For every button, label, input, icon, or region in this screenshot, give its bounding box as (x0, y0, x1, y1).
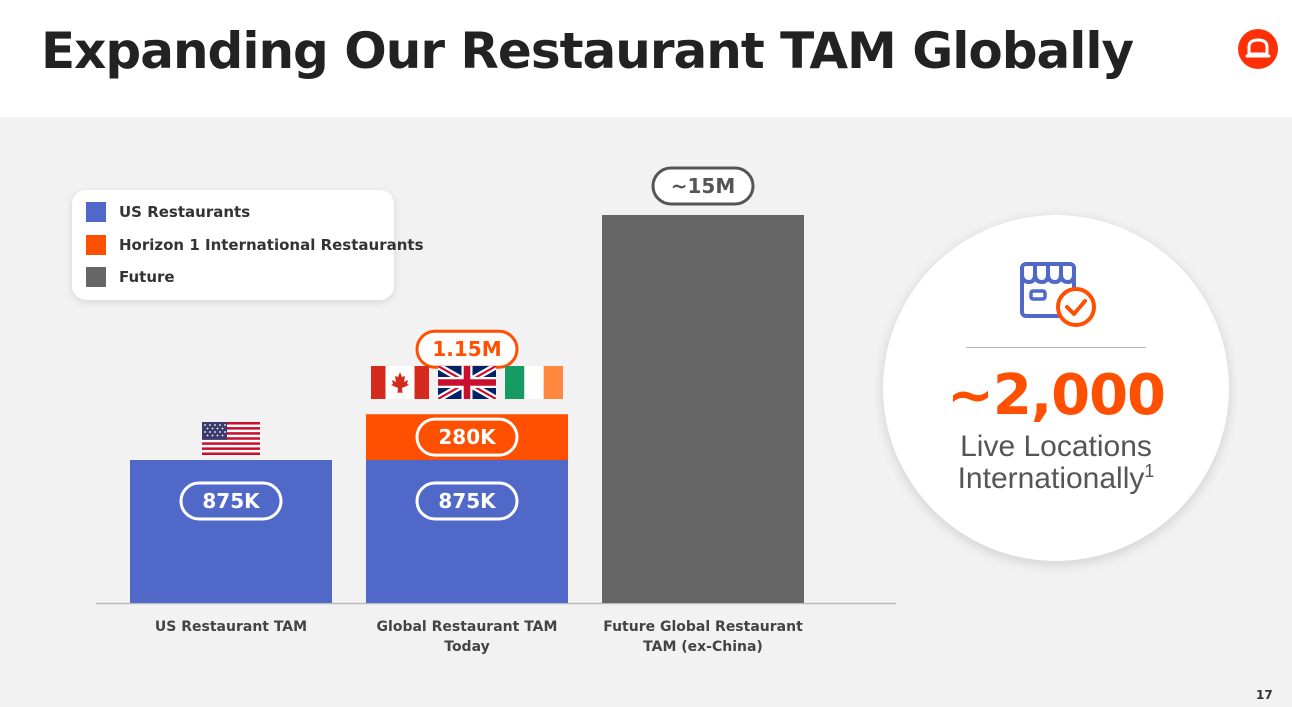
chart-legend: US Restaurants Horizon 1 International R… (72, 190, 424, 300)
category-label-1-line-0: Global Restaurant TAM (377, 619, 558, 635)
stat-line-1: Live Locations (960, 430, 1152, 463)
legend-label-us: US Restaurants (119, 203, 251, 221)
stat-line-2-text: Internationally (957, 462, 1145, 495)
total-label-2-label: ~15M (671, 174, 736, 198)
category-label-2-line-1: TAM (ex-China) (643, 639, 763, 655)
category-label-2-line-0: Future Global Restaurant (603, 619, 803, 635)
data-label-0-0-pill (179, 481, 283, 521)
legend-label-horizon: Horizon 1 International Restaurants (119, 236, 424, 254)
bar-2-series-2 (602, 215, 804, 603)
data-label-1-1-label: 280K (438, 425, 497, 449)
legend-swatch-horizon (86, 235, 106, 255)
legend-swatch-future (86, 267, 106, 287)
total-label-1-label: 1.15M (432, 337, 501, 361)
page-number: 17 (1256, 688, 1273, 702)
footnote-mark: 1 (1144, 461, 1155, 481)
ireland-flag-icon (505, 366, 563, 399)
data-label-0-0-label: 875K (202, 489, 261, 513)
bar-0-series-0 (130, 460, 332, 603)
doordash-logo-icon (1238, 29, 1278, 69)
uk-flag-icon (438, 366, 496, 399)
total-label-2-pill (651, 166, 755, 206)
bar-1-series-0 (366, 460, 568, 603)
category-label-0-line-0: US Restaurant TAM (155, 619, 307, 635)
tam-bar-chart: 875K US Restaurant TAM 875K 280K 1.15M Global… (96, 166, 896, 655)
canada-flag-icon (371, 366, 429, 399)
divider (966, 347, 1146, 348)
us-flag-icon (202, 422, 260, 455)
international-locations-stat: ~2,000 Live Locations Internationally1 (883, 215, 1229, 561)
data-label-1-0-pill (415, 481, 519, 521)
legend-label-future: Future (119, 268, 175, 286)
data-label-1-0-label: 875K (438, 489, 497, 513)
legend-swatch-us (86, 202, 106, 222)
storefront-check-icon (1019, 260, 1097, 335)
bar-1-series-1 (366, 414, 568, 460)
page-title: Expanding Our Restaurant TAM Globally (41, 22, 1134, 80)
stat-line-2: Internationally1 (883, 461, 1229, 496)
data-label-1-1-pill (415, 417, 519, 457)
header: Expanding Our Restaurant TAM Globally (0, 0, 1292, 117)
stat-value: ~2,000 (946, 363, 1166, 428)
category-label-1-line-1: Today (444, 639, 489, 655)
